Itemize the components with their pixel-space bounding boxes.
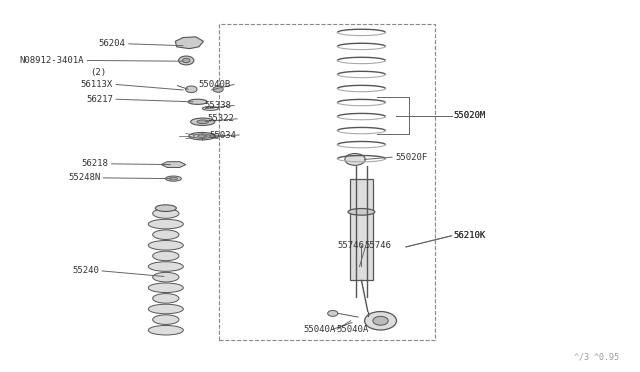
Text: 56217: 56217 [86,95,113,104]
Circle shape [179,56,194,65]
Ellipse shape [153,272,179,282]
Ellipse shape [148,304,183,314]
Text: 56218: 56218 [81,159,108,169]
Circle shape [345,154,365,165]
Circle shape [213,86,223,92]
Circle shape [182,58,190,62]
Circle shape [373,316,388,325]
Ellipse shape [148,262,183,271]
Ellipse shape [153,209,179,218]
Ellipse shape [153,251,179,261]
Ellipse shape [191,118,215,125]
Polygon shape [175,37,204,49]
Ellipse shape [156,205,177,211]
Text: 55338: 55338 [204,101,231,110]
Ellipse shape [148,326,183,335]
Ellipse shape [348,209,375,215]
Text: 56210K: 56210K [454,231,486,240]
Text: 55040B: 55040B [198,80,231,89]
Text: 55040A: 55040A [304,325,336,334]
Ellipse shape [148,241,183,250]
Ellipse shape [148,283,183,292]
Ellipse shape [197,120,209,124]
Text: (2): (2) [90,68,106,77]
Text: 55746: 55746 [338,241,365,250]
Text: 55322: 55322 [207,114,234,123]
Ellipse shape [170,177,177,180]
Text: 55020F: 55020F [395,153,428,162]
Ellipse shape [166,176,181,181]
Circle shape [328,310,338,316]
Circle shape [186,86,197,93]
Text: 55248N: 55248N [68,173,100,182]
Ellipse shape [153,230,179,240]
Text: ^/3 ^0.95: ^/3 ^0.95 [575,352,620,361]
Text: 55034: 55034 [209,131,236,140]
Ellipse shape [153,294,179,303]
Text: 55746: 55746 [365,241,392,250]
Text: 56113X: 56113X [81,80,113,89]
Circle shape [365,311,396,330]
Text: 55240: 55240 [72,266,99,275]
Polygon shape [161,162,186,167]
Ellipse shape [198,135,207,137]
Text: 56204: 56204 [99,39,125,48]
Ellipse shape [189,132,216,140]
Ellipse shape [148,219,183,229]
Ellipse shape [193,134,211,138]
Text: N08912-3401A: N08912-3401A [20,56,84,65]
Text: 55020M: 55020M [454,111,486,121]
Polygon shape [350,179,372,280]
Text: 55020M: 55020M [454,111,486,121]
Text: 56210K: 56210K [454,231,486,240]
Ellipse shape [153,315,179,324]
Text: 55040A: 55040A [336,325,368,334]
Ellipse shape [188,99,207,105]
